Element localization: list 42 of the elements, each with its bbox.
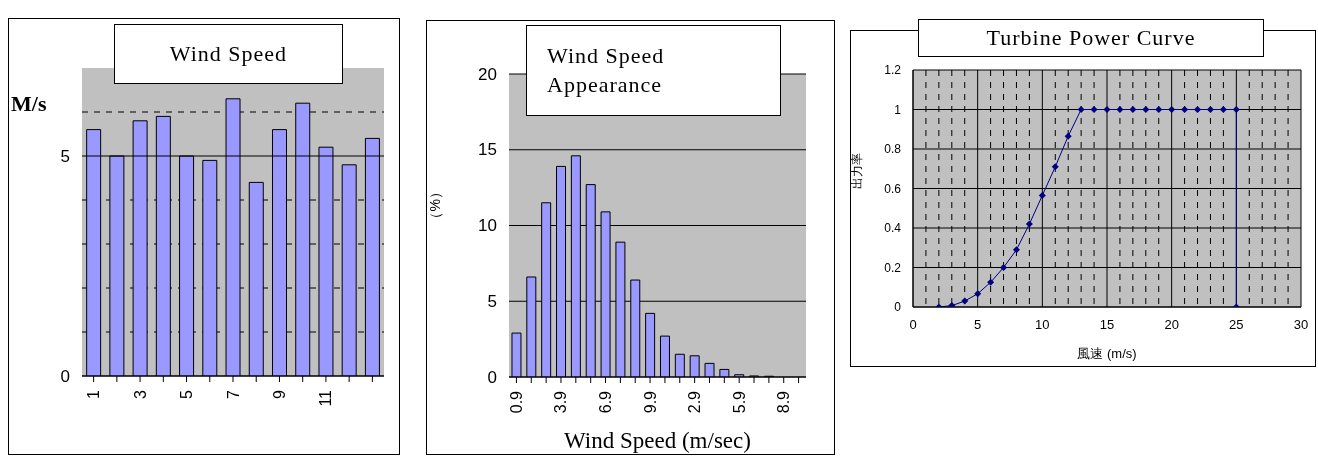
y-axis-title: 出力率 <box>850 152 865 189</box>
y-tick-label: 20 <box>478 64 497 84</box>
x-tick-label: 20 <box>1164 316 1179 332</box>
x-tick-label: 7 <box>224 389 242 399</box>
x-tick-label: 25 <box>1229 316 1244 332</box>
x-axis-title: Wind Speed (m/sec) <box>564 428 751 453</box>
y-tick-label: 0.4 <box>884 221 902 235</box>
y-tick-label: 0 <box>894 300 902 314</box>
text-box: Wind Speed <box>114 24 343 84</box>
x-tick-label: 10 <box>1035 316 1050 332</box>
x-tick-label: 3 <box>131 389 149 399</box>
x-tick-label: 15 <box>1099 316 1115 332</box>
chart-title: Wind Speed <box>169 39 288 68</box>
y-tick-label: 10 <box>478 216 497 235</box>
y-tick-label: 1 <box>894 102 902 117</box>
text-box: Turbine Power Curve <box>918 19 1264 57</box>
x-tick-label: 5.9 <box>730 390 748 414</box>
y-tick-label: 0.2 <box>884 260 902 275</box>
x-tick-label: 6.9 <box>597 390 615 414</box>
x-tick-label: 9 <box>270 389 288 399</box>
x-tick-label: 5 <box>178 389 196 399</box>
x-tick-label: 1 <box>85 389 103 399</box>
x-tick-label: 0 <box>909 316 917 332</box>
chart-title: Turbine Power Curve <box>986 23 1196 52</box>
x-tick-label: 9.9 <box>641 390 659 414</box>
y-tick-label: 5 <box>487 291 497 311</box>
x-tick-label: 30 <box>1293 316 1309 332</box>
x-tick-label: 0.9 <box>507 390 525 414</box>
y-axis-title: （%） <box>426 185 443 226</box>
y-tick-label: 1.2 <box>884 63 902 77</box>
y-tick-label: 0.6 <box>884 181 902 196</box>
x-tick-label: 8.9 <box>775 390 793 414</box>
x-tick-label: 2.9 <box>686 390 704 414</box>
text-box: Wind Speed Appearance <box>526 25 781 116</box>
x-tick-label: 3.9 <box>552 390 570 414</box>
y-tick-label: 15 <box>478 140 497 160</box>
chart-title: Wind Speed Appearance <box>547 41 666 99</box>
y-axis-title: M/s <box>11 91 47 117</box>
y-tick-label: 0.8 <box>884 142 902 156</box>
x-axis-title: 風速 (m/s) <box>1077 346 1137 361</box>
x-tick-label: 11 <box>317 389 335 407</box>
x-tick-label: 5 <box>974 316 982 332</box>
